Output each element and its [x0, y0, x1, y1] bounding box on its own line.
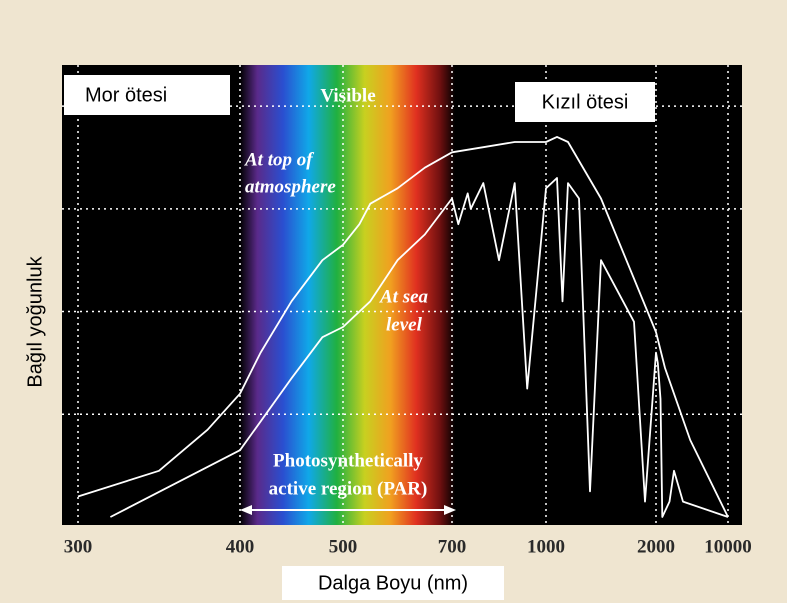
series-line — [77, 136, 729, 518]
label-box — [282, 566, 504, 600]
x-axis-label: Dalga Boyu (nm) — [318, 572, 468, 594]
region-label: Visible — [320, 85, 375, 106]
label-box — [64, 75, 230, 115]
x-tick-label: 300 — [64, 536, 93, 557]
x-tick-label: 2000 — [637, 536, 675, 557]
x-tick-label: 1000 — [527, 536, 565, 557]
x-tick-label: 700 — [438, 536, 467, 557]
par-label: Photosynthetically — [273, 450, 423, 471]
curve-label: atmosphere — [245, 176, 336, 197]
par-label: active region (PAR) — [269, 478, 428, 499]
x-tick-label: 400 — [226, 536, 255, 557]
y-axis-label: Bağıl yoğunluk — [24, 255, 46, 387]
curve-label: At top of — [244, 149, 314, 170]
region-label: Kızıl ötesi — [542, 91, 629, 113]
label-box — [515, 82, 655, 122]
visible-spectrum — [240, 65, 455, 525]
series-line — [109, 177, 729, 518]
x-tick-label: 10000 — [704, 536, 752, 557]
region-label: Mor ötesi — [85, 84, 167, 106]
par-arrow — [240, 505, 456, 515]
x-tick-label: 500 — [329, 536, 358, 557]
curve-label: level — [386, 314, 423, 335]
curve-label: At sea — [379, 286, 429, 307]
